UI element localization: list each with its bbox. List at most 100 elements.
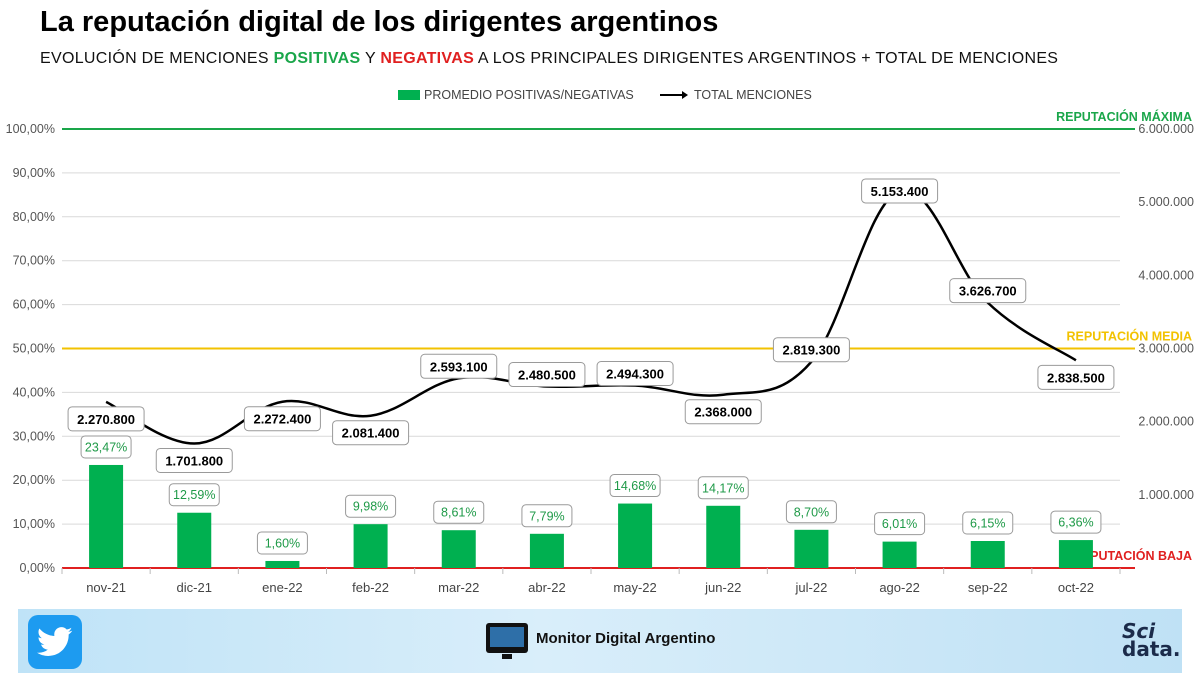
bar-data-label-box xyxy=(80,435,132,459)
bar-data-label-box xyxy=(168,483,220,507)
combo-chart: 0,00% 10,00% 20,00% 30,00% 40,00% 50,00% 60,00… xyxy=(6,109,1194,595)
line-data-label: 3.626.700 xyxy=(959,284,1017,299)
line-data-label: 2.494.300 xyxy=(606,367,664,382)
line-data-label-box xyxy=(596,361,674,387)
brand-label: Monitor Digital Argentino xyxy=(536,629,716,647)
y-right-tick-label: 3.000.000 xyxy=(1138,342,1194,356)
bar-data-label: 23,47% xyxy=(85,440,127,454)
bar xyxy=(618,503,653,568)
scidata-logo: Sci data. xyxy=(1122,619,1181,661)
bar-data-label-box xyxy=(256,531,308,555)
bar xyxy=(265,560,300,568)
bar-data-label-box xyxy=(697,476,749,500)
subtitle-negativas: NEGATIVAS xyxy=(380,50,475,67)
line-data-label: 2.480.500 xyxy=(518,368,576,383)
bar-data-label: 6,01% xyxy=(882,517,917,531)
legend-line-swatch xyxy=(660,91,688,99)
line-data-label: 2.819.300 xyxy=(782,343,840,358)
legend-bars-label: PROMEDIO POSITIVAS/NEGATIVAS xyxy=(424,88,634,102)
bar-data-label: 14,68% xyxy=(614,479,656,493)
line-data-label: 2.270.800 xyxy=(77,412,135,427)
scidata-sci: Sci xyxy=(1122,619,1156,643)
footer-banner xyxy=(18,609,1182,673)
y-left-tick-label: 40,00% xyxy=(13,385,55,399)
x-tick-label: abr-22 xyxy=(528,580,566,595)
x-tick-label: jul-22 xyxy=(795,580,828,595)
legend-item-bars: PROMEDIO POSITIVAS/NEGATIVAS xyxy=(398,88,634,102)
x-tick-label: nov-21 xyxy=(86,580,126,595)
scidata-data: data. xyxy=(1122,637,1181,661)
bar-data-label-box xyxy=(609,474,661,498)
line-data-label-box xyxy=(861,178,939,204)
y-left-tick-label: 70,00% xyxy=(13,254,55,268)
line-data-label-box xyxy=(684,399,762,425)
bar-data-label-box xyxy=(874,512,926,536)
reference-line-label: REPUTACIÓN BAJA xyxy=(1073,548,1192,563)
line-data-label: 2.368.000 xyxy=(694,405,752,420)
page-subtitle: EVOLUCIÓN DE MENCIONES POSITIVAS Y NEGAT… xyxy=(40,50,1058,68)
twitter-logo-icon xyxy=(28,615,82,669)
bar-data-label: 9,98% xyxy=(353,500,388,514)
line-data-label: 2.272.400 xyxy=(253,412,311,427)
bar xyxy=(353,524,388,568)
line-data-label-box xyxy=(155,447,233,473)
line-data-label-box xyxy=(949,278,1027,304)
series-line-total-menciones xyxy=(105,188,1077,445)
subtitle-positivas: POSITIVAS xyxy=(273,50,361,67)
y-right-tick-label: 1.000.000 xyxy=(1138,488,1194,502)
line-data-label: 1.701.800 xyxy=(165,453,223,468)
line-data-label-box xyxy=(772,337,850,363)
bar xyxy=(177,512,212,568)
brand-monitor-digital: Monitor Digital Argentino xyxy=(486,623,716,659)
line-data-label: 2.593.100 xyxy=(430,359,488,374)
line-data-label: 2.081.400 xyxy=(342,426,400,441)
twitter-bird-icon xyxy=(37,627,73,656)
x-tick-label: ago-22 xyxy=(879,580,919,595)
y-left-tick-label: 60,00% xyxy=(13,298,55,312)
y-left-tick-label: 10,00% xyxy=(13,517,55,531)
y-right-tick-label: 5.000.000 xyxy=(1138,195,1194,209)
bar xyxy=(706,505,741,568)
subtitle-text-1: EVOLUCIÓN DE MENCIONES xyxy=(40,50,274,67)
bar xyxy=(794,529,829,568)
x-tick-label: may-22 xyxy=(613,580,656,595)
line-data-label-box xyxy=(332,420,410,446)
x-tick-label: jun-22 xyxy=(704,580,741,595)
bar xyxy=(89,464,124,568)
bar-data-label: 1,60% xyxy=(265,536,300,550)
bar-data-label: 7,79% xyxy=(529,509,564,523)
bar-data-label: 6,36% xyxy=(1058,516,1093,530)
y-left-tick-label: 80,00% xyxy=(13,210,55,224)
line-data-label-box xyxy=(420,353,498,379)
y-left-tick-label: 50,00% xyxy=(13,342,55,356)
legend-bar-swatch xyxy=(398,90,420,100)
y-left-tick-label: 30,00% xyxy=(13,429,55,443)
y-left-tick-label: 100,00% xyxy=(6,122,55,136)
subtitle-text-3: A LOS PRINCIPALES DIRIGENTES ARGENTINOS … xyxy=(474,50,1059,67)
bar xyxy=(970,541,1005,568)
x-tick-label: feb-22 xyxy=(352,580,389,595)
bar-data-label: 6,15% xyxy=(970,517,1005,531)
bar-data-label-box xyxy=(345,494,397,518)
bar-data-label: 8,70% xyxy=(794,505,829,519)
x-tick-label: dic-21 xyxy=(177,580,212,595)
bar-data-label: 12,59% xyxy=(173,488,215,502)
reference-line-label: REPUTACIÓN MÁXIMA xyxy=(1056,109,1192,124)
line-data-label: 5.153.400 xyxy=(871,184,929,199)
bar xyxy=(529,533,564,568)
x-tick-label: mar-22 xyxy=(438,580,479,595)
bar xyxy=(1058,540,1093,568)
bar-data-label-box xyxy=(962,511,1014,535)
reference-line-label: REPUTACIÓN MEDIA xyxy=(1067,329,1192,344)
x-tick-label: oct-22 xyxy=(1058,580,1094,595)
bar-data-label: 14,17% xyxy=(702,481,744,495)
line-data-label-box xyxy=(1037,364,1115,390)
bar xyxy=(441,530,476,568)
x-tick-label: ene-22 xyxy=(262,580,302,595)
y-right-tick-label: 2.000.000 xyxy=(1138,415,1194,429)
legend-line-label: TOTAL MENCIONES xyxy=(694,88,812,102)
x-tick-label: sep-22 xyxy=(968,580,1008,595)
bar-data-label-box xyxy=(433,500,485,524)
y-left-tick-label: 0,00% xyxy=(20,561,55,575)
y-right-tick-label: 4.000.000 xyxy=(1138,268,1194,282)
